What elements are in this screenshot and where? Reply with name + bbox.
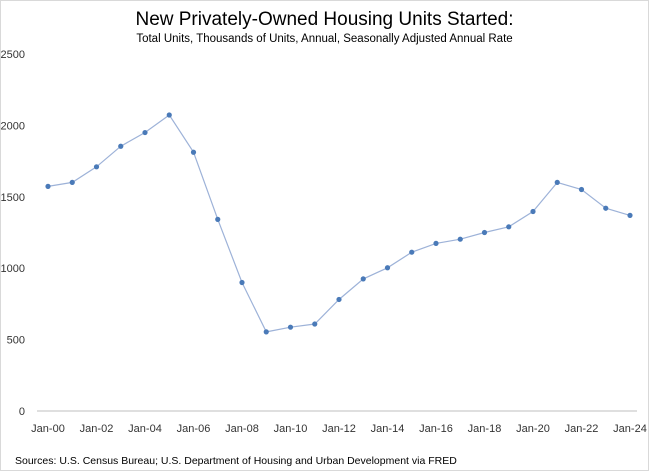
data-point (69, 179, 75, 185)
y-tick-label: 1500 (1, 192, 25, 204)
x-tick-label: Jan-22 (565, 423, 599, 435)
x-tick-label: Jan-24 (613, 423, 647, 435)
data-point (93, 164, 100, 170)
x-tick-label: Jan-02 (80, 423, 114, 435)
x-tick-label: Jan-12 (322, 423, 356, 435)
data-point (530, 208, 536, 215)
x-tick-label: Jan-00 (31, 423, 65, 435)
x-tick-label: Jan-10 (274, 423, 308, 435)
data-point (554, 179, 560, 185)
data-point (263, 329, 269, 335)
data-point (166, 112, 172, 118)
y-tick-label: 2500 (1, 49, 25, 61)
y-tick-label: 500 (7, 335, 25, 347)
data-point (603, 205, 609, 211)
data-point (190, 149, 197, 155)
data-point (457, 236, 463, 242)
y-tick-label: 1000 (1, 263, 25, 275)
chart-source: Sources: U.S. Census Bureau; U.S. Depart… (15, 455, 457, 467)
data-point (336, 296, 342, 303)
data-point (239, 279, 245, 286)
data-point (578, 186, 585, 193)
y-tick-label: 0 (19, 406, 25, 418)
chart-subtitle: Total Units, Thousands of Units, Annual,… (136, 33, 513, 45)
data-point (433, 240, 439, 246)
data-point (45, 183, 51, 189)
data-point (506, 224, 512, 230)
data-point (312, 321, 318, 327)
x-tick-label: Jan-20 (516, 423, 550, 435)
data-point (215, 216, 221, 222)
x-tick-label: Jan-06 (177, 423, 211, 435)
data-point (287, 324, 294, 330)
x-tick-label: Jan-14 (371, 423, 405, 435)
y-tick-label: 2000 (1, 120, 25, 132)
chart-title: New Privately-Owned Housing Units Starte… (135, 9, 514, 30)
x-tick-label: Jan-18 (468, 423, 502, 435)
data-point (118, 143, 124, 149)
data-point (360, 276, 366, 282)
data-point (142, 129, 148, 136)
data-point (481, 229, 488, 236)
data-point (384, 265, 391, 271)
x-tick-label: Jan-04 (128, 423, 162, 435)
x-tick-label: Jan-08 (225, 423, 259, 435)
data-point (627, 212, 633, 218)
x-tick-label: Jan-16 (419, 423, 453, 435)
data-point (409, 249, 415, 255)
